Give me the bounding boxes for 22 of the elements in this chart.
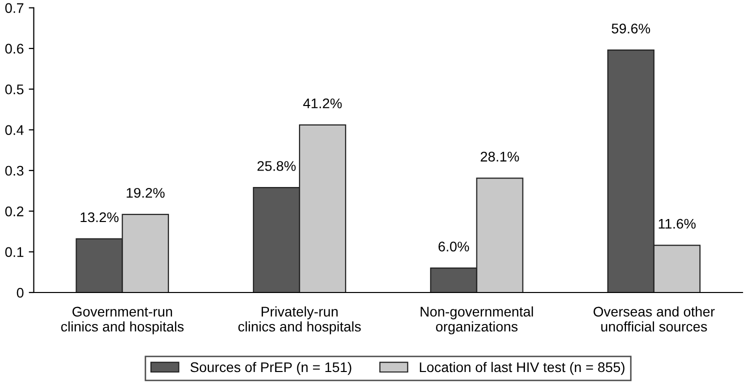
x-tick-label: Government-run clinics and hospitals: [61, 306, 184, 334]
data-label: 13.2%: [80, 212, 119, 222]
data-label: 41.2%: [303, 98, 342, 108]
data-label: 28.1%: [480, 152, 519, 162]
y-tick-label: 0.6: [5, 44, 24, 54]
x-tick-label: Overseas and other unofficial sources: [594, 306, 715, 332]
data-label: 6.0%: [438, 242, 470, 252]
x-tick-label: Non-governmental organizations: [420, 306, 533, 334]
legend-label: Location of last HIV test (n = 855): [420, 362, 624, 375]
data-label: 11.6%: [658, 218, 696, 229]
data-label: 59.6%: [612, 24, 650, 34]
y-tick-label: 0.1: [5, 247, 24, 257]
y-tick-label: 0.4: [5, 125, 24, 135]
y-tick-label: 0.2: [5, 206, 24, 216]
data-label: 25.8%: [258, 161, 296, 171]
y-tick-label: 0.7: [5, 3, 24, 13]
y-tick-label: 0.5: [5, 84, 24, 94]
x-tick-label: Privately-run clinics and hospitals: [238, 306, 361, 334]
y-tick-label: 0.3: [5, 166, 24, 176]
data-label: 19.2%: [126, 188, 165, 198]
y-tick-label: 0: [16, 288, 24, 298]
legend-label: Sources of PrEP (n = 151): [190, 362, 352, 375]
